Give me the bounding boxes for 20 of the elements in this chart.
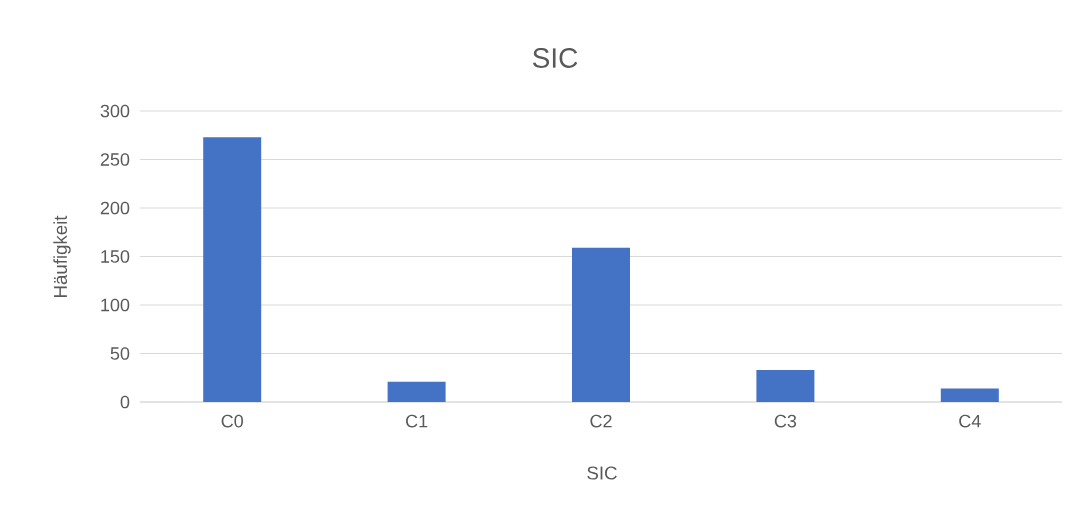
y-tick-label: 0 [120,395,130,409]
bar [940,388,999,402]
y-tick-label: 200 [100,201,130,215]
x-axis-title: SIC [587,466,617,480]
y-tick-label: 250 [100,153,130,166]
y-tick-label: 300 [100,104,130,118]
y-axis-title: Häufigkeit [53,215,71,297]
x-tick-label: C2 [590,414,612,428]
x-tick-label: C3 [774,414,797,428]
x-tick-label: C4 [959,414,981,428]
y-tick-label: 100 [101,298,130,312]
x-tick-label: C0 [221,414,243,428]
chart-title: SIC [532,48,578,68]
y-tick-label: 150 [101,250,130,263]
x-tick-label: C1 [406,414,428,428]
bar [756,369,815,402]
bar [387,381,446,402]
bar [572,247,631,402]
y-tick-label: 50 [110,347,130,360]
bar [203,137,262,402]
